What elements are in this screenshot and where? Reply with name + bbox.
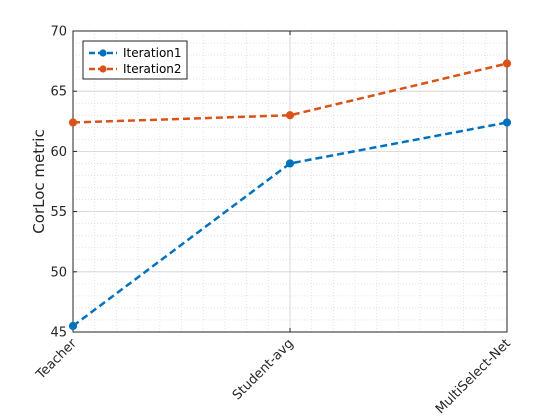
legend-box: [82, 40, 188, 80]
series-iteration2: [68, 59, 512, 127]
legend-label: Iteration1: [123, 46, 182, 60]
legend-marker: [99, 65, 107, 73]
data-point: [68, 321, 78, 331]
data-point: [285, 159, 295, 168]
legend: Iteration1 Iteration2: [82, 40, 188, 80]
series-iteration1: [68, 118, 512, 331]
y-axis: 45 50 55 60 65 70: [50, 25, 507, 341]
legend-marker: [99, 49, 107, 57]
y-tick-label: 70: [50, 25, 67, 40]
data-point: [502, 118, 512, 127]
y-tick-label: 55: [50, 205, 67, 220]
legend-label: Iteration2: [123, 62, 182, 76]
data-point: [285, 111, 295, 120]
data-point: [502, 59, 512, 68]
y-tick-label: 50: [50, 265, 67, 280]
series-layer: [68, 59, 512, 331]
data-point: [68, 118, 78, 127]
series-line: [72, 121, 508, 327]
y-axis-title: CorLoc metric: [30, 129, 48, 233]
y-tick-label: 60: [50, 145, 67, 160]
series-line: [72, 62, 508, 124]
y-tick-label: 65: [50, 85, 67, 100]
y-tick-label: 45: [50, 326, 67, 341]
